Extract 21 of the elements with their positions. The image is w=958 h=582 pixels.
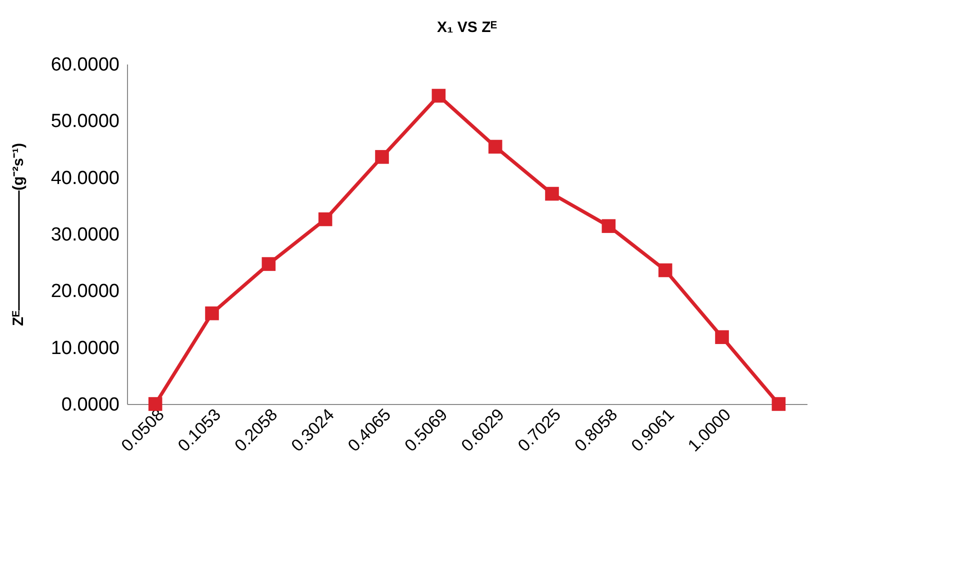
point [375,150,389,164]
point [545,186,559,201]
y-tick-label: 30.0000 [50,224,120,246]
point [772,397,786,411]
point [262,257,276,271]
point [602,219,616,233]
y-tick-label: 40.0000 [50,168,120,189]
y-tick-label: 50.0000 [50,111,120,132]
y-tick-label: 60.0000 [50,54,120,76]
point [658,263,672,278]
y-tick-label: 20.0000 [50,281,120,302]
point [318,212,332,226]
point [488,140,502,154]
point [205,306,219,320]
point [432,88,446,103]
point [715,330,729,344]
y-axis-title: Zᴱ————————(g⁻²s⁻¹) [10,143,27,326]
chart-title: X₁ VS Zᴱ [437,19,497,36]
point [148,397,162,411]
y-tick-label: 0.0000 [61,394,120,416]
y-tick-label: 10.0000 [50,338,120,359]
